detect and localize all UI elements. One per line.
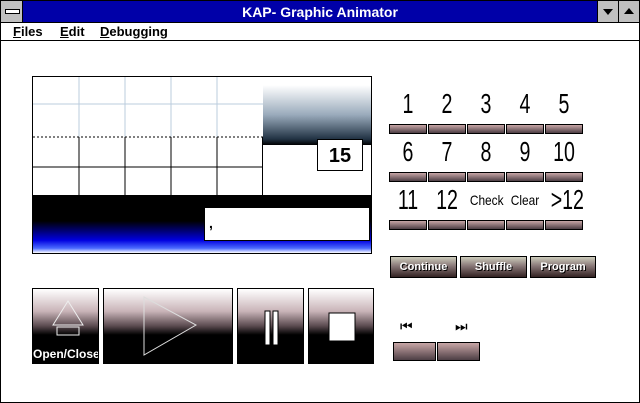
button-plate [389,124,427,134]
window-title: KAP- Graphic Animator [242,4,398,20]
button-plate [389,220,427,230]
clear-button[interactable]: Clear [506,182,544,230]
display-gradient-top [263,85,371,145]
button-plate [428,172,466,182]
open-close-button[interactable]: Open/Close [32,288,99,364]
menu-bar: Files Edit Debugging [1,23,639,41]
number-button-4[interactable]: 4 [506,86,544,134]
number-button-9[interactable]: 9 [506,134,544,182]
open-close-label: Open/Close [33,347,99,361]
number-label: >12 [550,184,584,215]
button-plate [545,124,583,134]
pause-icon [264,310,279,346]
number-button-2[interactable]: 2 [428,86,466,134]
number-button-12[interactable]: 12 [428,182,466,230]
button-plate [545,220,583,230]
fast-forward-button[interactable] [437,342,480,361]
fast-forward-icon: ⏭ [455,318,468,334]
button-plate [428,124,466,134]
button-plate [467,124,505,134]
number-label: 10 [553,136,575,167]
system-menu-button[interactable] [1,1,23,22]
number-label: 1 [402,88,414,119]
eject-icon [52,300,84,336]
number-label: 2 [441,88,453,119]
system-menu-icon [5,9,20,14]
stop-icon [328,312,356,342]
button-plate [506,220,544,230]
button-plate [428,220,466,230]
menu-files[interactable]: Files [13,24,43,39]
clear-label: Clear [510,192,540,208]
check-button[interactable]: Check [467,182,505,230]
counter-display: 15 [317,139,363,171]
rewind-icon: ⏮ [400,318,413,334]
number-button-3[interactable]: 3 [467,86,505,134]
number-button-5[interactable]: 5 [545,86,583,134]
number-button-11[interactable]: 11 [389,182,427,230]
shuffle-button[interactable]: Shuffle [460,256,527,278]
animation-display: 15 , [32,76,372,254]
number-label: 4 [519,88,531,119]
button-plate [467,172,505,182]
number-label: 7 [441,136,453,167]
number-button-8[interactable]: 8 [467,134,505,182]
rewind-button[interactable] [393,342,436,361]
number-label: 6 [402,136,414,167]
number-label: 8 [480,136,492,167]
button-plate [545,172,583,182]
number-label: 3 [480,88,492,119]
button-plate [467,220,505,230]
check-label: Check [469,192,504,208]
maximize-button[interactable] [618,1,639,22]
title-bar[interactable] [1,1,639,23]
number-button-7[interactable]: 7 [428,134,466,182]
menu-debugging[interactable]: Debugging [100,24,168,39]
button-plate [506,124,544,134]
greater-than-12-button[interactable]: >12 [545,182,584,230]
menu-edit[interactable]: Edit [60,24,85,39]
continue-button[interactable]: Continue [390,256,457,278]
answer-input[interactable]: , [204,207,370,241]
stop-button[interactable] [308,288,374,364]
number-label: 12 [436,184,458,215]
minimize-button[interactable] [597,1,618,22]
minimize-icon [603,9,613,15]
play-button[interactable] [103,288,233,364]
pause-button[interactable] [237,288,304,364]
number-button-10[interactable]: 10 [545,134,583,182]
maximize-icon [624,8,634,14]
button-plate [506,172,544,182]
number-button-6[interactable]: 6 [389,134,427,182]
button-plate [389,172,427,182]
play-icon [143,296,198,356]
number-label: 5 [558,88,570,119]
number-label: 9 [519,136,531,167]
display-grid [33,77,263,197]
number-button-1[interactable]: 1 [389,86,427,134]
program-button[interactable]: Program [530,256,596,278]
number-label: 11 [397,184,419,215]
